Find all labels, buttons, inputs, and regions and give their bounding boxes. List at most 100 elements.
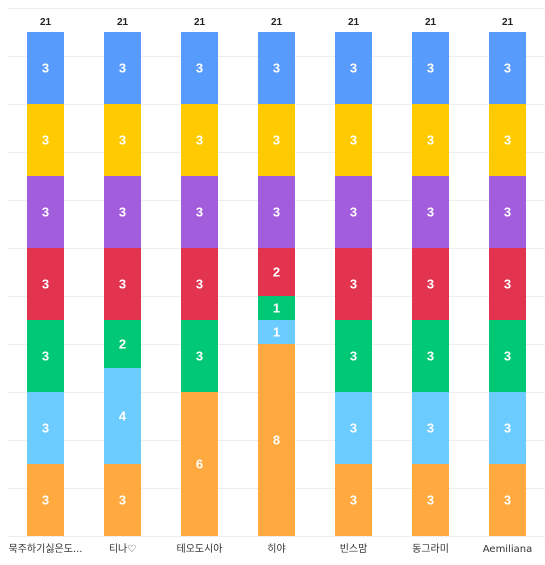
bar-segment-4-6 — [335, 32, 372, 104]
segment-value-label-5-6: 3 — [427, 61, 434, 76]
labels: 333333321묵주하기싫은도...342333321티나♡63333321테… — [9, 17, 533, 555]
segment-value-label-5-1: 3 — [427, 421, 434, 436]
segment-value-label-5-3: 3 — [427, 277, 434, 292]
bar-segment-3-2 — [258, 296, 295, 320]
bar-total-label-3: 21 — [271, 17, 283, 28]
bar-segment-0-4 — [27, 176, 64, 248]
bar-segment-4-5 — [335, 104, 372, 176]
segment-value-label-1-3: 3 — [119, 277, 126, 292]
segment-value-label-6-3: 3 — [504, 277, 511, 292]
segment-value-label-4-2: 3 — [350, 349, 357, 364]
bar-segment-4-3 — [335, 248, 372, 320]
bar-total-label-6: 21 — [502, 17, 514, 28]
category-tick-label-3: 히야 — [267, 543, 285, 555]
segment-value-label-4-3: 3 — [350, 277, 357, 292]
segment-value-label-6-2: 3 — [504, 349, 511, 364]
segment-value-label-5-2: 3 — [427, 349, 434, 364]
category-tick-label-6: Aemiliana — [483, 544, 533, 555]
segment-value-label-4-6: 3 — [350, 61, 357, 76]
segment-value-label-4-5: 3 — [350, 133, 357, 148]
bar-segment-4-2 — [335, 320, 372, 392]
bar-segment-1-4 — [104, 176, 141, 248]
bar-segment-2-5 — [181, 104, 218, 176]
segment-value-label-2-0: 6 — [196, 457, 203, 472]
segment-value-label-0-6: 3 — [42, 61, 49, 76]
segment-value-label-1-6: 3 — [119, 61, 126, 76]
bar-segment-1-5 — [104, 104, 141, 176]
category-tick-label-4: 빈스맘 — [340, 543, 368, 555]
segment-value-label-6-5: 3 — [504, 133, 511, 148]
segment-value-label-5-0: 3 — [427, 493, 434, 508]
bar-segment-3-5 — [258, 104, 295, 176]
bar-segment-5-1 — [412, 392, 449, 464]
bar-segment-5-6 — [412, 32, 449, 104]
bar-segment-5-3 — [412, 248, 449, 320]
category-tick-label-1: 티나♡ — [109, 543, 136, 555]
bar-segment-2-6 — [181, 32, 218, 104]
segment-value-label-2-6: 3 — [196, 61, 203, 76]
bar-segment-3-3 — [258, 248, 295, 296]
bar-segment-3-1 — [258, 320, 295, 344]
segment-value-label-1-4: 3 — [119, 205, 126, 220]
bar-segment-5-4 — [412, 176, 449, 248]
bar-segment-1-0 — [104, 464, 141, 536]
bar-segment-3-0 — [258, 344, 295, 536]
bar-segment-0-1 — [27, 392, 64, 464]
segment-value-label-0-5: 3 — [42, 133, 49, 148]
bar-segment-2-4 — [181, 176, 218, 248]
bar-segment-2-0 — [181, 392, 218, 536]
bar-segment-1-3 — [104, 248, 141, 320]
segment-value-label-0-4: 3 — [42, 205, 49, 220]
bar-segment-5-5 — [412, 104, 449, 176]
bar-segment-0-0 — [27, 464, 64, 536]
bar-segment-6-2 — [489, 320, 526, 392]
segment-value-label-4-1: 3 — [350, 421, 357, 436]
segment-value-label-3-1: 1 — [273, 325, 280, 340]
bar-segment-6-4 — [489, 176, 526, 248]
bar-segment-3-4 — [258, 176, 295, 248]
segment-value-label-1-0: 3 — [119, 493, 126, 508]
bar-total-label-5: 21 — [425, 17, 437, 28]
bar-segment-4-1 — [335, 392, 372, 464]
bar-segment-5-0 — [412, 464, 449, 536]
segment-value-label-2-4: 3 — [196, 205, 203, 220]
segment-value-label-6-6: 3 — [504, 61, 511, 76]
category-tick-label-5: 동그라미 — [412, 543, 449, 555]
bar-segment-0-6 — [27, 32, 64, 104]
segment-value-label-2-5: 3 — [196, 133, 203, 148]
segment-value-label-2-2: 3 — [196, 349, 203, 364]
segment-value-label-1-1: 4 — [119, 409, 127, 424]
bar-segment-5-2 — [412, 320, 449, 392]
segment-value-label-3-6: 3 — [273, 61, 280, 76]
segment-value-label-5-4: 3 — [427, 205, 434, 220]
bar-segment-2-3 — [181, 248, 218, 320]
bar-segment-0-2 — [27, 320, 64, 392]
bar-segment-3-6 — [258, 32, 295, 104]
bar-segment-1-2 — [104, 320, 141, 368]
bar-segment-4-4 — [335, 176, 372, 248]
bar-segment-2-2 — [181, 320, 218, 392]
segment-value-label-2-3: 3 — [196, 277, 203, 292]
segment-value-label-3-2: 1 — [273, 301, 280, 316]
bar-total-label-0: 21 — [40, 17, 52, 28]
segment-value-label-5-5: 3 — [427, 133, 434, 148]
bar-segment-6-3 — [489, 248, 526, 320]
segment-value-label-3-0: 8 — [273, 433, 280, 448]
bar-segment-0-5 — [27, 104, 64, 176]
bar-total-label-1: 21 — [117, 17, 129, 28]
bar-total-label-2: 21 — [194, 17, 206, 28]
bar-segment-6-1 — [489, 392, 526, 464]
segment-value-label-3-5: 3 — [273, 133, 280, 148]
segment-value-label-6-1: 3 — [504, 421, 511, 436]
bar-segment-6-5 — [489, 104, 526, 176]
segment-value-label-6-0: 3 — [504, 493, 511, 508]
segment-value-label-1-2: 2 — [119, 337, 126, 352]
segment-value-label-3-4: 3 — [273, 205, 280, 220]
segment-value-label-1-5: 3 — [119, 133, 126, 148]
bar-segment-0-3 — [27, 248, 64, 320]
segment-value-label-3-3: 2 — [273, 265, 280, 280]
bars — [27, 32, 526, 536]
bar-segment-6-0 — [489, 464, 526, 536]
